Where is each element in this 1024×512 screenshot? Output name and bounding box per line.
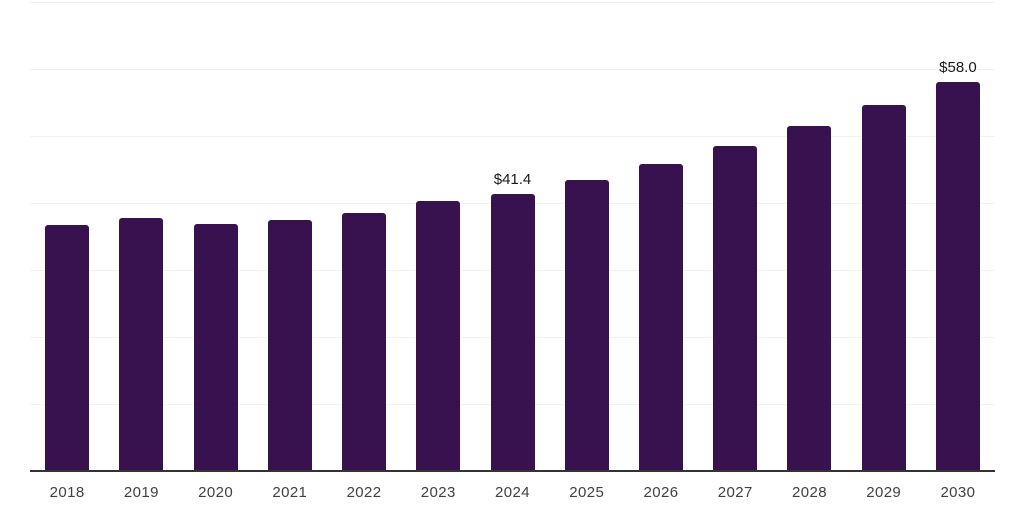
x-tick-label: 2024 (495, 484, 531, 501)
bar-slot (847, 2, 921, 471)
x-tick-label: 2030 (940, 484, 976, 501)
bar-slot (550, 2, 624, 471)
x-tick-label: 2019 (123, 484, 159, 501)
bar (416, 201, 461, 471)
x-axis-labels: 2018 2019 2020 2021 2022 2023 2024 2025 2026 2027… (30, 484, 995, 502)
gridline (30, 136, 995, 137)
bar (342, 213, 387, 471)
bar (861, 105, 906, 471)
bar-slot: $41.4 (475, 2, 549, 471)
bar (713, 146, 758, 471)
bar-slot: $58.0 (921, 2, 995, 471)
bar (787, 125, 832, 471)
bar (45, 225, 90, 471)
x-tick-label: 2028 (791, 484, 827, 501)
x-tick-label: 2029 (866, 484, 902, 501)
bar (267, 219, 312, 471)
x-tick-label: 2023 (420, 484, 456, 501)
bar-slot (104, 2, 178, 471)
bar-slot (624, 2, 698, 471)
bar (490, 193, 535, 471)
x-tick-label: 2021 (272, 484, 308, 501)
x-tick-label: 2018 (49, 484, 85, 501)
bar-slot (401, 2, 475, 471)
bar (935, 82, 980, 471)
bar-value-label: $58.0 (939, 59, 977, 77)
gridline (30, 69, 995, 70)
x-tick-label: 2020 (198, 484, 234, 501)
x-tick-label: 2027 (717, 484, 753, 501)
bar-value-label: $41.4 (493, 170, 532, 188)
bar-slot (30, 2, 104, 471)
bar-slot (327, 2, 401, 471)
x-axis-line (30, 470, 995, 472)
bar (193, 223, 238, 471)
x-tick-label: 2026 (643, 484, 679, 501)
gridline (30, 2, 995, 3)
bar-slot (772, 2, 846, 471)
bar-slot (698, 2, 772, 471)
x-tick-label: 2022 (346, 484, 382, 501)
bar (119, 217, 164, 471)
bar-slot (178, 2, 252, 471)
bar-slot (253, 2, 327, 471)
bar (564, 180, 609, 471)
x-tick-label: 2025 (569, 484, 605, 501)
bar (638, 164, 683, 471)
bars-area: $41.4 $58.0 (30, 2, 995, 471)
